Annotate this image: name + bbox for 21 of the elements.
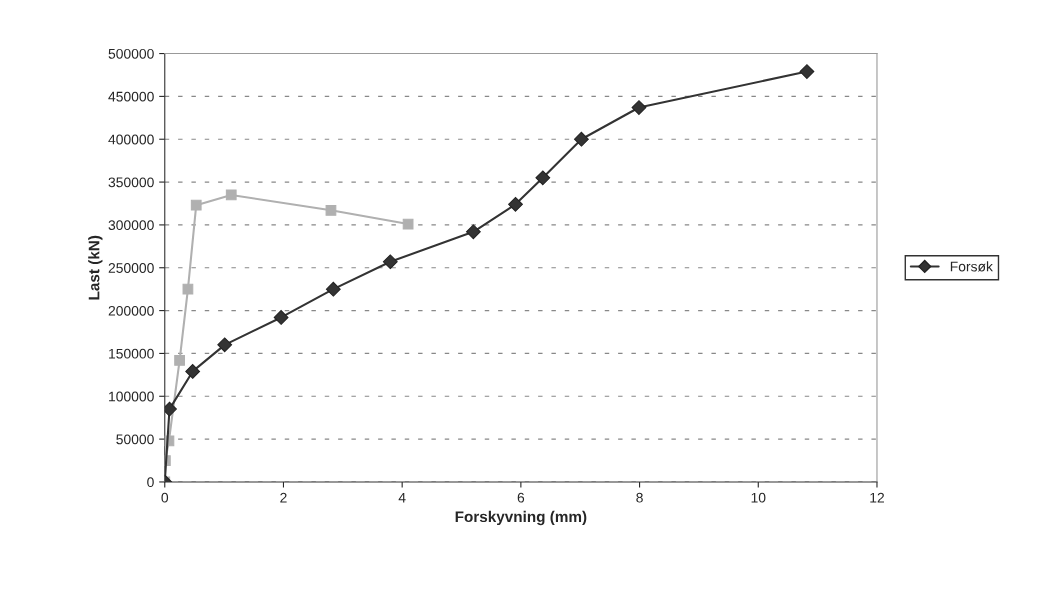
y-tick-label: 200000 <box>108 305 154 316</box>
x-tick-label: 2 <box>280 492 287 503</box>
y-tick-label: 350000 <box>108 177 154 188</box>
x-tick-label: 8 <box>636 492 643 503</box>
y-tick-label: 400000 <box>108 134 154 145</box>
x-axis-title: Forskyvning (mm) <box>455 510 587 526</box>
x-tick-label: 4 <box>398 492 406 503</box>
y-axis-title: Last (kN) <box>88 235 103 300</box>
y-tick-label: 50000 <box>116 434 154 445</box>
y-tick-label: 100000 <box>109 391 154 402</box>
legend-label: Forsøk <box>950 261 993 272</box>
y-tick-label: 250000 <box>108 263 154 273</box>
x-tick-label: 6 <box>517 492 525 503</box>
y-tick-label: 500000 <box>108 48 154 59</box>
y-tick-label: 300000 <box>108 220 154 231</box>
y-tick-label: 0 <box>147 477 154 488</box>
x-tick-label: 0 <box>161 492 169 503</box>
y-tick-label: 150000 <box>109 348 154 359</box>
x-tick-label: 12 <box>870 492 884 503</box>
x-tick-label: 10 <box>751 492 766 503</box>
y-tick-label: 450000 <box>108 91 154 102</box>
